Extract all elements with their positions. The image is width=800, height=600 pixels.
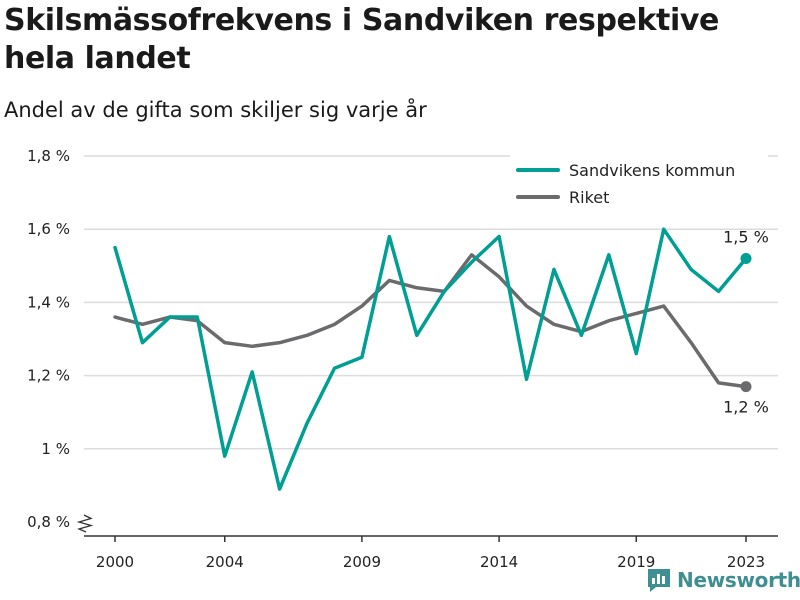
y-tick-label: 1,4 % [27, 293, 70, 311]
legend-label: Sandvikens kommun [569, 161, 735, 180]
x-tick-label: 2000 [96, 553, 134, 571]
x-tick-label: 2019 [617, 553, 655, 571]
y-tick-label: 1,8 % [27, 147, 70, 165]
series-line-sandviken [113, 227, 748, 491]
axis-break-icon [76, 514, 94, 533]
chart-title: Skilsmässofrekvens i Sandviken respektiv… [4, 3, 719, 76]
y-tick-label: 1 % [41, 440, 70, 458]
brand-name: Newsworthy [677, 568, 800, 592]
y-tick-label: 0,8 % [27, 513, 70, 531]
legend-box [510, 153, 768, 213]
series-end-point [740, 381, 752, 393]
brand-logo: Newsworthy [646, 567, 800, 593]
chart-subtitle: Andel av de gifta som skiljer sig varje … [4, 98, 427, 122]
x-tick-label: 2004 [206, 553, 244, 571]
x-tick-label: 2023 [727, 553, 765, 571]
series-end-point [740, 252, 752, 264]
x-tick-label: 2014 [480, 553, 518, 571]
x-tick-label: 2009 [343, 553, 381, 571]
series-end-label: 1,5 % [723, 227, 769, 246]
bar-chart-logo-icon [648, 569, 670, 592]
y-tick-label: 1,2 % [27, 367, 70, 385]
y-tick-label: 1,6 % [27, 220, 70, 238]
legend-label: Riket [569, 188, 609, 207]
series-line-riket [113, 253, 748, 389]
series-end-label: 1,2 % [723, 398, 769, 417]
